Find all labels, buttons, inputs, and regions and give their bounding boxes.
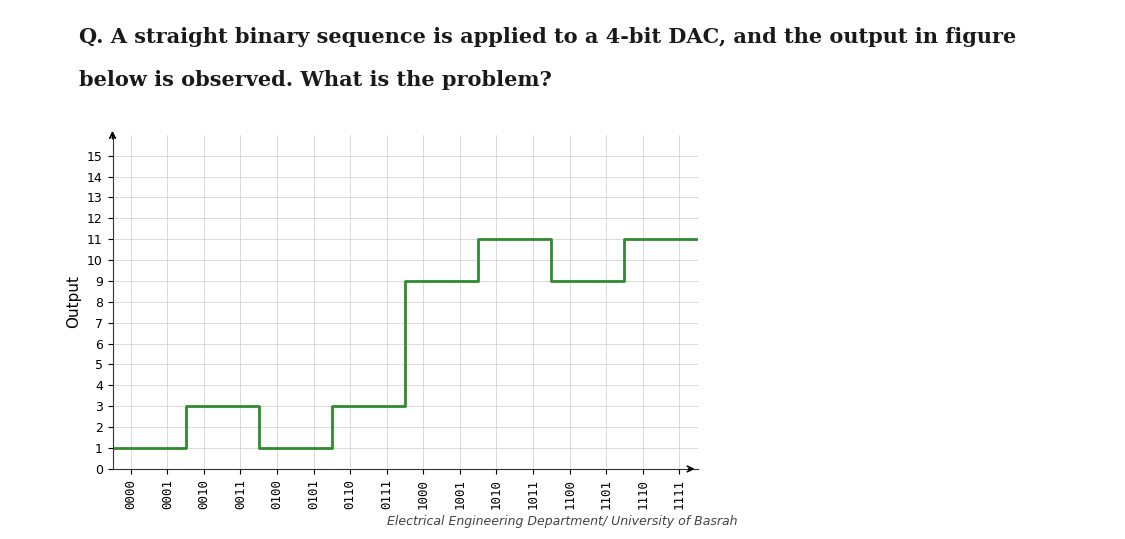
Text: below is observed. What is the problem?: below is observed. What is the problem? <box>79 70 551 90</box>
Y-axis label: Output: Output <box>66 275 81 328</box>
Text: Q. A straight binary sequence is applied to a 4-bit DAC, and the output in figur: Q. A straight binary sequence is applied… <box>79 27 1016 47</box>
Text: Electrical Engineering Department/ University of Basrah: Electrical Engineering Department/ Unive… <box>387 515 738 528</box>
